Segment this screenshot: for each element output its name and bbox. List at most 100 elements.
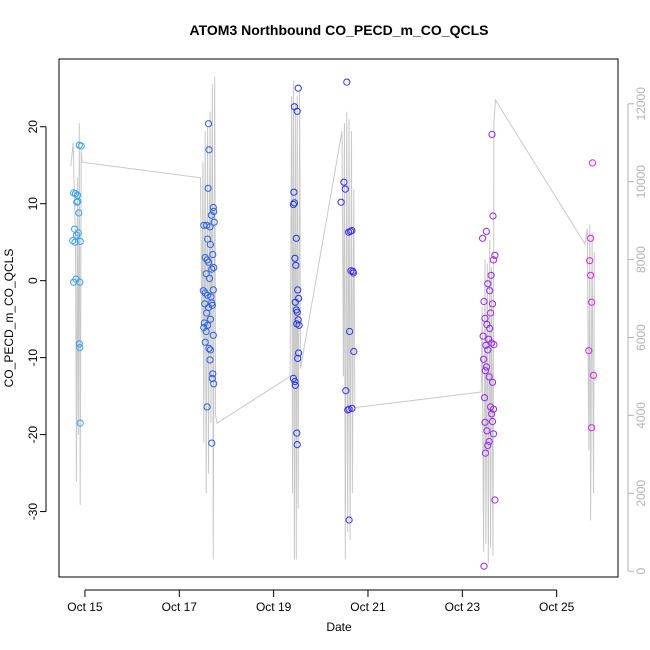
data-point: [208, 265, 216, 273]
data-point: [481, 367, 489, 375]
data-point: [205, 344, 213, 352]
x-axis: Oct 15 Oct 17 Oct 19 Oct 21 Oct 23 Oct 25: [67, 589, 575, 614]
data-point: [203, 221, 211, 229]
data-point: [486, 287, 494, 295]
y-axis-left: 20 10 0 -10 -20 -30: [26, 120, 47, 521]
data-point: [293, 107, 301, 115]
data-point: [210, 264, 218, 272]
y-axis-label: CO_PECD_m_CO_QCLS: [2, 249, 16, 388]
data-point: [199, 287, 207, 295]
y2-tick-label: 8000: [634, 246, 648, 273]
data-point: [202, 270, 210, 278]
data-point: [76, 419, 84, 427]
data-point: [201, 289, 209, 297]
y-axis-right: 0 2000 4000 6000 8000 10000 12000: [627, 87, 648, 575]
x-tick-label: Oct 21: [350, 600, 386, 614]
co-difference-series: [69, 78, 598, 570]
data-point: [348, 227, 356, 235]
data-point: [341, 185, 349, 193]
x-axis-label: Date: [326, 620, 352, 634]
data-point: [488, 410, 496, 418]
data-point: [205, 146, 213, 154]
data-point: [210, 380, 218, 388]
data-point: [76, 278, 84, 286]
y-tick-label: -30: [26, 503, 40, 521]
data-point: [206, 315, 214, 323]
data-point: [349, 269, 357, 277]
data-point: [485, 373, 493, 381]
data-point: [589, 371, 598, 379]
data-point: [290, 188, 298, 196]
data-point: [291, 377, 299, 386]
data-point: [343, 78, 351, 86]
data-point: [210, 218, 218, 226]
data-point: [488, 378, 497, 386]
data-point: [210, 207, 218, 215]
data-point: [484, 346, 492, 354]
data-point: [208, 439, 216, 447]
data-point: [75, 340, 83, 348]
data-point: [201, 300, 209, 308]
data-point: [204, 258, 213, 266]
data-point: [484, 280, 492, 288]
data-point: [480, 355, 488, 363]
data-point: [71, 225, 79, 233]
data-point: [206, 356, 214, 364]
data-point: [480, 297, 488, 306]
data-point: [76, 237, 84, 245]
data-point: [588, 159, 597, 167]
data-point: [290, 199, 298, 207]
data-point: [480, 394, 489, 402]
data-point: [350, 347, 358, 356]
data-point: [75, 209, 83, 217]
data-point: [209, 370, 217, 378]
data-point: [204, 184, 212, 192]
data-point: [587, 271, 595, 279]
data-point: [206, 223, 214, 231]
data-point: [486, 324, 494, 332]
y2-tick-label: 0: [634, 568, 648, 575]
data-point: [346, 227, 355, 235]
data-point: [292, 234, 300, 242]
data-point: [482, 341, 490, 349]
x-tick-label: Oct 25: [539, 600, 575, 614]
data-point: [489, 405, 498, 413]
data-point: [490, 341, 498, 349]
data-point: [342, 387, 350, 395]
data-point: [207, 211, 215, 219]
data-point: [201, 338, 209, 346]
data-point: [586, 257, 594, 265]
data-point: [487, 309, 495, 317]
data-point: [348, 404, 356, 412]
y-tick-label: 10: [26, 197, 40, 211]
data-point: [482, 363, 490, 371]
data-point: [291, 298, 299, 306]
data-point: [337, 198, 345, 206]
data-point: [294, 286, 302, 294]
data-point: [481, 449, 489, 457]
data-point: [491, 496, 499, 504]
data-point: [206, 240, 214, 249]
y-tick-label: 20: [26, 120, 40, 134]
data-point: [480, 562, 488, 570]
y-tick-label: -10: [26, 349, 40, 367]
x-tick-label: Oct 15: [67, 600, 103, 614]
data-point: [203, 403, 211, 411]
chart-title: ATOM3 Northbound CO_PECD_m_CO_QCLS: [190, 22, 489, 38]
data-point: [205, 274, 214, 282]
data-point: [489, 212, 497, 220]
data-point: [204, 235, 212, 243]
y-tick-label: -20: [26, 426, 40, 444]
data-point: [200, 324, 208, 332]
data-point: [487, 271, 495, 279]
data-point: [588, 424, 596, 432]
x-tick-label: Oct 23: [445, 600, 481, 614]
data-point: [208, 374, 216, 382]
data-point: [294, 316, 302, 324]
data-point: [202, 327, 210, 336]
data-point: [209, 250, 217, 259]
data-point: [204, 120, 213, 128]
y2-tick-label: 4000: [634, 402, 648, 429]
